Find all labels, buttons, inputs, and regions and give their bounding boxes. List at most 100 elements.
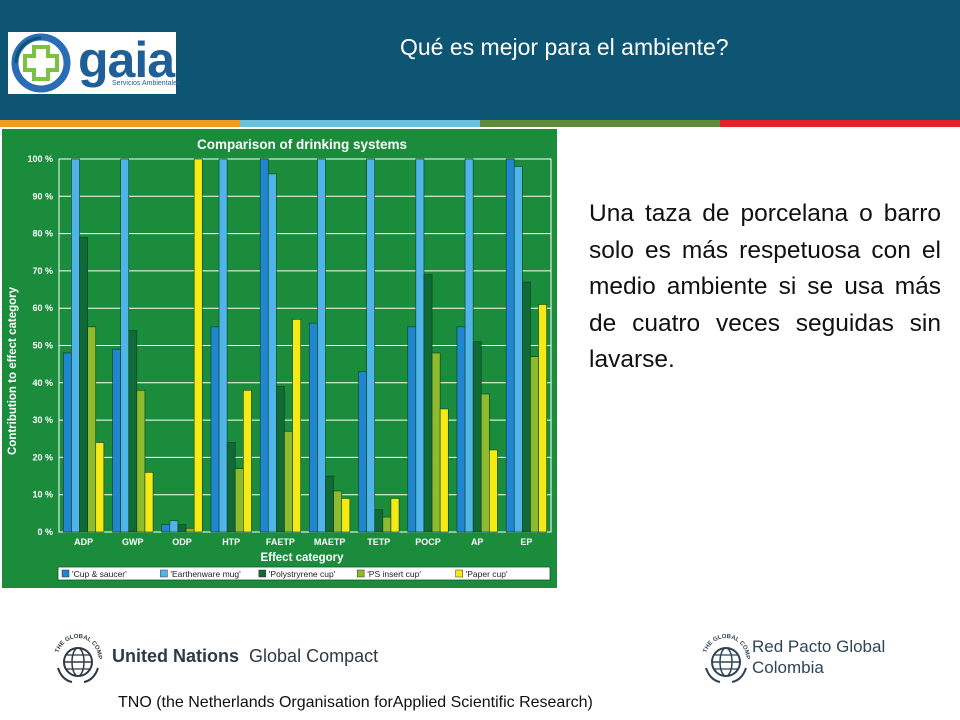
bar bbox=[423, 274, 433, 533]
y-tick-label: 80 % bbox=[32, 229, 53, 239]
legend-label: 'PS insert cup' bbox=[367, 569, 421, 579]
legend-box bbox=[57, 566, 551, 581]
bar bbox=[177, 524, 187, 533]
y-tick-label: 50 % bbox=[32, 341, 53, 351]
x-tick-label: EP bbox=[520, 537, 532, 547]
bar bbox=[169, 520, 179, 533]
un-global-compact-logo: THE GLOBAL COMPACT bbox=[48, 628, 368, 688]
bar bbox=[292, 319, 301, 533]
bar bbox=[120, 158, 130, 533]
bar bbox=[415, 158, 425, 533]
bar bbox=[522, 281, 531, 533]
un-logo-text: United Nations Global Compact bbox=[112, 646, 378, 667]
bar bbox=[366, 158, 376, 533]
un-globe-icon: THE GLOBAL COMPACT bbox=[48, 628, 102, 683]
comparison-chart: Comparison of drinking systems Effect ca… bbox=[2, 129, 557, 588]
bar bbox=[538, 304, 547, 533]
stripe-orange bbox=[0, 120, 240, 127]
rp-logo-text: Red Pacto Global Colombia bbox=[752, 636, 885, 678]
source-citation: TNO (the Netherlands Organisation forApp… bbox=[118, 694, 593, 711]
legend-swatch bbox=[356, 569, 365, 578]
legend-swatch bbox=[258, 569, 267, 578]
x-tick-label: POCP bbox=[415, 537, 441, 547]
bar bbox=[358, 371, 367, 533]
bar bbox=[390, 498, 400, 533]
x-axis-label: Effect category bbox=[260, 552, 344, 564]
bar bbox=[333, 490, 343, 533]
gaia-logo-word: gaia bbox=[78, 32, 175, 88]
bar bbox=[513, 166, 523, 533]
stripe-cyan bbox=[240, 120, 480, 127]
legend-swatch bbox=[61, 569, 70, 578]
y-tick-label: 90 % bbox=[32, 191, 53, 201]
legend-label: 'Polystryrene cup' bbox=[269, 569, 336, 579]
page-title: Qué es mejor para el ambiente? bbox=[400, 34, 729, 60]
bar bbox=[95, 442, 105, 533]
bar bbox=[243, 389, 252, 533]
gaia-logo-subtitle: Servicios Ambientales bbox=[112, 80, 181, 87]
x-tick-label: TETP bbox=[367, 537, 390, 547]
x-tick-label: ODP bbox=[172, 537, 192, 547]
bar bbox=[489, 449, 498, 533]
bar bbox=[374, 509, 384, 533]
legend-label: 'Cup & saucer' bbox=[72, 569, 127, 579]
y-tick-label: 60 % bbox=[32, 303, 53, 313]
rp-line2: Colombia bbox=[752, 658, 824, 677]
stripe-red bbox=[720, 120, 960, 127]
bar bbox=[210, 326, 220, 533]
bar bbox=[136, 389, 146, 533]
y-tick-label: 20 % bbox=[32, 452, 53, 462]
bar bbox=[87, 326, 97, 533]
y-axis-label: Contribution to effect category bbox=[7, 286, 19, 455]
bar bbox=[505, 158, 515, 533]
bar bbox=[407, 326, 417, 533]
bar bbox=[79, 237, 88, 533]
legend-label: 'Paper cup' bbox=[466, 569, 508, 579]
bar bbox=[185, 527, 195, 533]
x-tick-label: GWP bbox=[122, 537, 144, 547]
y-tick-label: 0 % bbox=[37, 527, 53, 537]
un-program: Global Compact bbox=[249, 646, 379, 666]
bar bbox=[382, 516, 392, 533]
bar bbox=[226, 442, 236, 533]
bar bbox=[112, 348, 121, 533]
bar bbox=[472, 341, 482, 533]
bar bbox=[325, 475, 334, 533]
bar bbox=[530, 356, 539, 533]
bar bbox=[341, 498, 351, 533]
x-tick-label: MAETP bbox=[314, 537, 346, 547]
y-tick-label: 10 % bbox=[32, 490, 53, 500]
x-tick-label: ADP bbox=[74, 537, 93, 547]
bar bbox=[439, 408, 449, 533]
bar bbox=[234, 468, 244, 533]
bar bbox=[284, 430, 293, 533]
bar bbox=[128, 330, 138, 533]
bar bbox=[259, 158, 269, 533]
rp-line1: Red Pacto Global bbox=[752, 637, 886, 656]
red-pacto-logo: THE GLOBAL COMPACT bbox=[694, 624, 756, 688]
x-tick-label: HTP bbox=[222, 537, 240, 547]
x-tick-label: FAETP bbox=[266, 537, 295, 547]
bar bbox=[309, 322, 318, 533]
header-bar: gaia Servicios Ambientales Qué es mejor … bbox=[0, 0, 960, 120]
bar bbox=[267, 173, 277, 533]
chart-container: Comparison of drinking systems Effect ca… bbox=[2, 129, 557, 588]
bar bbox=[431, 352, 441, 533]
bar bbox=[193, 158, 203, 533]
bar bbox=[276, 386, 285, 533]
gaia-cross-icon bbox=[11, 33, 71, 93]
chart-title: Comparison of drinking systems bbox=[197, 137, 407, 152]
bar bbox=[161, 524, 171, 533]
stripe-green bbox=[480, 120, 720, 127]
y-tick-label: 40 % bbox=[32, 378, 53, 388]
bar bbox=[71, 158, 80, 533]
bar bbox=[464, 158, 474, 533]
un-name: United Nations bbox=[112, 646, 240, 666]
bar bbox=[480, 393, 490, 533]
bar bbox=[144, 472, 154, 533]
y-tick-label: 30 % bbox=[32, 415, 53, 425]
bar bbox=[456, 326, 466, 533]
y-tick-label: 100 % bbox=[27, 154, 53, 164]
legend-swatch bbox=[160, 569, 168, 578]
y-tick-label: 70 % bbox=[32, 266, 53, 276]
